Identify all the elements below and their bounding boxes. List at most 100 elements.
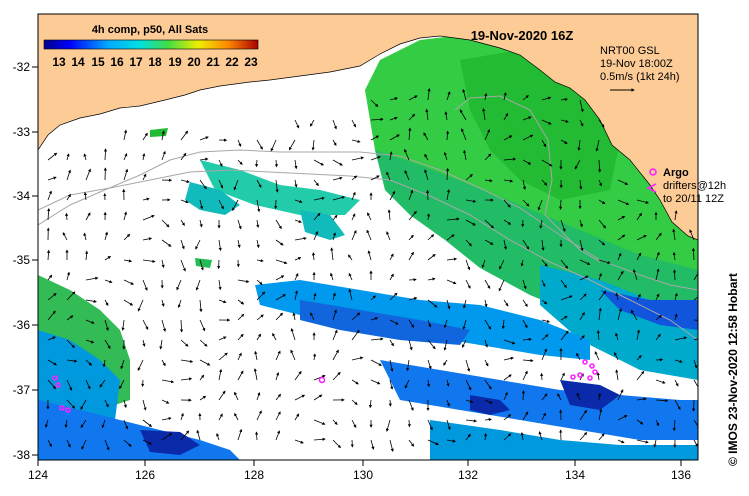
current-vector <box>389 359 394 372</box>
current-vector <box>104 439 110 451</box>
current-vector <box>275 372 280 381</box>
current-vector <box>484 279 491 289</box>
current-vector <box>484 219 494 229</box>
map-title: 19-Nov-2020 16Z <box>471 28 574 43</box>
current-vector <box>216 432 220 441</box>
current-vector <box>275 179 279 193</box>
current-vector <box>617 308 622 321</box>
current-vector <box>596 330 600 341</box>
current-vector <box>85 299 97 303</box>
current-vector <box>446 399 450 407</box>
current-vector <box>579 432 588 441</box>
current-vector <box>218 352 228 361</box>
current-vector <box>370 295 376 301</box>
current-vector <box>560 279 567 289</box>
current-vector <box>636 419 644 425</box>
current-vector <box>351 175 358 181</box>
current-vector <box>425 108 429 121</box>
current-vector <box>522 279 527 290</box>
current-vector <box>313 437 326 441</box>
current-vector <box>541 319 551 323</box>
current-vector <box>367 250 372 261</box>
current-vector <box>522 299 528 307</box>
current-vector <box>465 279 471 289</box>
current-legend-line1: NRT00 GSL <box>600 45 660 57</box>
current-vector <box>161 150 166 161</box>
y-tick-label: -33 <box>13 125 31 139</box>
current-vector <box>465 239 472 247</box>
current-vector <box>351 419 357 429</box>
current-vector <box>672 419 676 432</box>
current-vector <box>522 411 529 421</box>
current-vector <box>99 379 106 388</box>
current-vector <box>460 128 467 141</box>
current-vector <box>598 219 607 229</box>
current-vector <box>313 394 323 401</box>
current-vector <box>594 351 600 361</box>
current-vector <box>83 191 87 201</box>
current-vector <box>617 415 628 421</box>
current-vector <box>85 319 95 324</box>
current-vector <box>636 212 642 221</box>
current-vector <box>161 130 165 141</box>
current-vector <box>351 191 356 201</box>
current-vector <box>522 319 528 329</box>
current-vector <box>427 277 436 281</box>
current-vector <box>370 155 381 161</box>
current-vector <box>522 179 526 190</box>
current-vector <box>522 359 534 363</box>
current-vector <box>693 359 698 369</box>
x-tick-label: 124 <box>28 468 48 482</box>
current-vector <box>427 439 439 445</box>
current-vector <box>407 419 411 428</box>
current-vector <box>313 179 319 187</box>
current-vector <box>615 369 619 381</box>
current-vector <box>424 169 429 181</box>
current-vector <box>256 392 261 401</box>
colorbar-tick: 21 <box>206 55 220 69</box>
current-vector <box>443 339 448 351</box>
current-vector <box>615 292 619 301</box>
current-vector <box>218 299 227 304</box>
current-vector <box>142 419 153 427</box>
current-vector <box>385 419 391 432</box>
current-vector <box>180 219 185 226</box>
current-vector <box>44 419 49 428</box>
current-vector <box>443 359 448 366</box>
current-vector <box>560 119 569 123</box>
current-vector <box>142 279 148 291</box>
current-vector <box>85 359 93 366</box>
current-vector <box>294 159 298 170</box>
current-vector <box>462 319 467 330</box>
current-vector <box>541 279 546 288</box>
current-vector <box>462 88 467 101</box>
current-vector <box>290 349 296 361</box>
current-vector <box>693 439 698 447</box>
current-vector <box>370 99 379 108</box>
current-vector <box>104 231 109 241</box>
current-vector <box>199 259 204 271</box>
current-vector <box>237 159 243 165</box>
current-vector <box>404 170 410 181</box>
current-vector <box>674 336 688 341</box>
current-vector <box>522 337 532 342</box>
current-vector <box>446 189 451 201</box>
current-vector <box>237 239 241 249</box>
current-vector <box>465 173 473 181</box>
current-vector <box>501 319 505 330</box>
current-vector <box>674 292 678 301</box>
current-vector <box>579 259 591 265</box>
current-vector <box>83 232 87 241</box>
current-vector <box>427 254 436 261</box>
current-vector <box>503 433 512 441</box>
current-vector <box>370 337 384 341</box>
current-vector <box>560 219 566 232</box>
current-vector <box>104 299 109 307</box>
current-vector <box>161 359 166 367</box>
current-vector <box>389 151 393 161</box>
current-vector <box>674 399 681 411</box>
current-vector <box>237 352 242 361</box>
current-vector <box>218 159 223 167</box>
current-vector <box>218 390 226 401</box>
current-vector <box>370 439 375 450</box>
